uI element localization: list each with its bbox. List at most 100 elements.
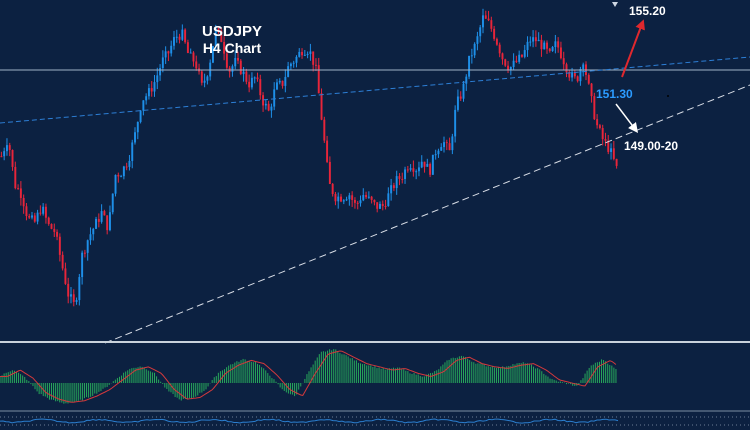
bear-candle xyxy=(340,196,342,202)
bear-candle xyxy=(97,218,100,222)
bull-candle xyxy=(31,215,33,218)
bear-candle xyxy=(125,166,128,168)
bull-candle xyxy=(342,200,345,202)
bull-candle xyxy=(434,154,437,156)
bull-candle xyxy=(139,110,142,122)
bull-candle xyxy=(131,142,134,161)
bear-candle xyxy=(328,161,331,184)
bear-candle xyxy=(568,72,571,78)
bull-candle xyxy=(451,136,454,151)
bull-candle xyxy=(153,82,156,92)
bear-candle xyxy=(596,119,599,126)
dot-marker-icon xyxy=(667,95,669,97)
bear-candle xyxy=(256,77,259,80)
bear-candle xyxy=(351,195,354,200)
bear-candle xyxy=(61,254,64,269)
bear-candle xyxy=(392,185,395,189)
bull-candle xyxy=(284,76,287,86)
bear-candle xyxy=(186,42,189,53)
bear-candle xyxy=(515,60,518,62)
bull-candle xyxy=(395,176,398,189)
bull-candle xyxy=(289,63,292,67)
bear-candle xyxy=(615,158,618,166)
bear-candle xyxy=(39,212,42,214)
bear-candle xyxy=(384,206,387,208)
bull-candle xyxy=(3,151,6,157)
bear-candle xyxy=(495,38,498,45)
bull-candle xyxy=(579,68,582,82)
bull-candle xyxy=(175,36,178,38)
bear-candle xyxy=(0,156,3,158)
bear-candle xyxy=(365,195,368,198)
bull-candle xyxy=(81,252,84,278)
top-marker-icon xyxy=(612,2,618,7)
bull-candle xyxy=(270,106,273,111)
bear-candle xyxy=(557,41,560,48)
bull-candle xyxy=(420,161,423,168)
bull-candle xyxy=(95,218,98,229)
bull-candle xyxy=(234,58,237,67)
bull-candle xyxy=(189,52,192,54)
bear-candle xyxy=(320,93,323,120)
bear-candle xyxy=(501,53,504,60)
bull-candle xyxy=(473,43,476,56)
bull-candle xyxy=(543,42,546,50)
bull-candle xyxy=(456,96,459,110)
bear-candle xyxy=(381,203,384,207)
bear-candle xyxy=(534,37,537,42)
bull-candle xyxy=(92,228,95,235)
bear-candle xyxy=(58,236,61,255)
bull-candle xyxy=(170,45,173,54)
bull-candle xyxy=(145,96,148,101)
bull-candle xyxy=(142,100,145,111)
bull-candle xyxy=(264,103,267,106)
bull-candle xyxy=(231,66,234,72)
bull-candle xyxy=(554,41,557,48)
bear-candle xyxy=(565,64,568,73)
bull-candle xyxy=(86,240,89,253)
bear-candle xyxy=(259,79,262,96)
bull-candle xyxy=(89,234,92,241)
bear-candle xyxy=(239,60,242,75)
bull-candle xyxy=(443,142,445,148)
bear-candle xyxy=(220,30,223,42)
bull-candle xyxy=(337,196,340,202)
bull-candle xyxy=(156,75,159,83)
bull-candle xyxy=(42,206,45,214)
bear-candle xyxy=(498,44,501,54)
bear-candle xyxy=(72,294,75,302)
bull-candle xyxy=(417,167,420,172)
bull-candle xyxy=(298,51,301,57)
bull-candle xyxy=(287,66,290,77)
bull-candle xyxy=(108,212,111,231)
bull-candle xyxy=(161,57,164,69)
bull-candle xyxy=(345,199,348,201)
bear-candle xyxy=(323,119,326,141)
bear-candle xyxy=(106,215,109,231)
bear-candle xyxy=(150,88,153,92)
bear-candle xyxy=(33,215,36,222)
bear-candle xyxy=(590,83,593,97)
bull-candle xyxy=(512,60,515,67)
bear-candle xyxy=(200,71,203,83)
lower-trendline xyxy=(104,84,750,344)
bear-candle xyxy=(53,228,56,232)
pivot-label: 151.30 xyxy=(596,87,633,101)
bull-candle xyxy=(114,174,117,194)
bull-candle xyxy=(120,176,123,178)
target-up-label: 155.20 xyxy=(629,4,666,18)
bull-candle xyxy=(426,163,429,167)
bull-candle xyxy=(610,148,613,152)
bear-candle xyxy=(487,18,490,21)
bull-candle xyxy=(70,294,72,297)
bull-candle xyxy=(134,132,136,143)
bear-candle xyxy=(64,268,67,284)
bull-candle xyxy=(431,154,434,175)
bull-candle xyxy=(211,46,214,63)
bull-candle xyxy=(532,37,535,42)
bear-candle xyxy=(376,202,379,209)
bear-candle xyxy=(448,143,451,151)
bear-candle xyxy=(598,125,601,129)
bull-candle xyxy=(78,277,81,301)
